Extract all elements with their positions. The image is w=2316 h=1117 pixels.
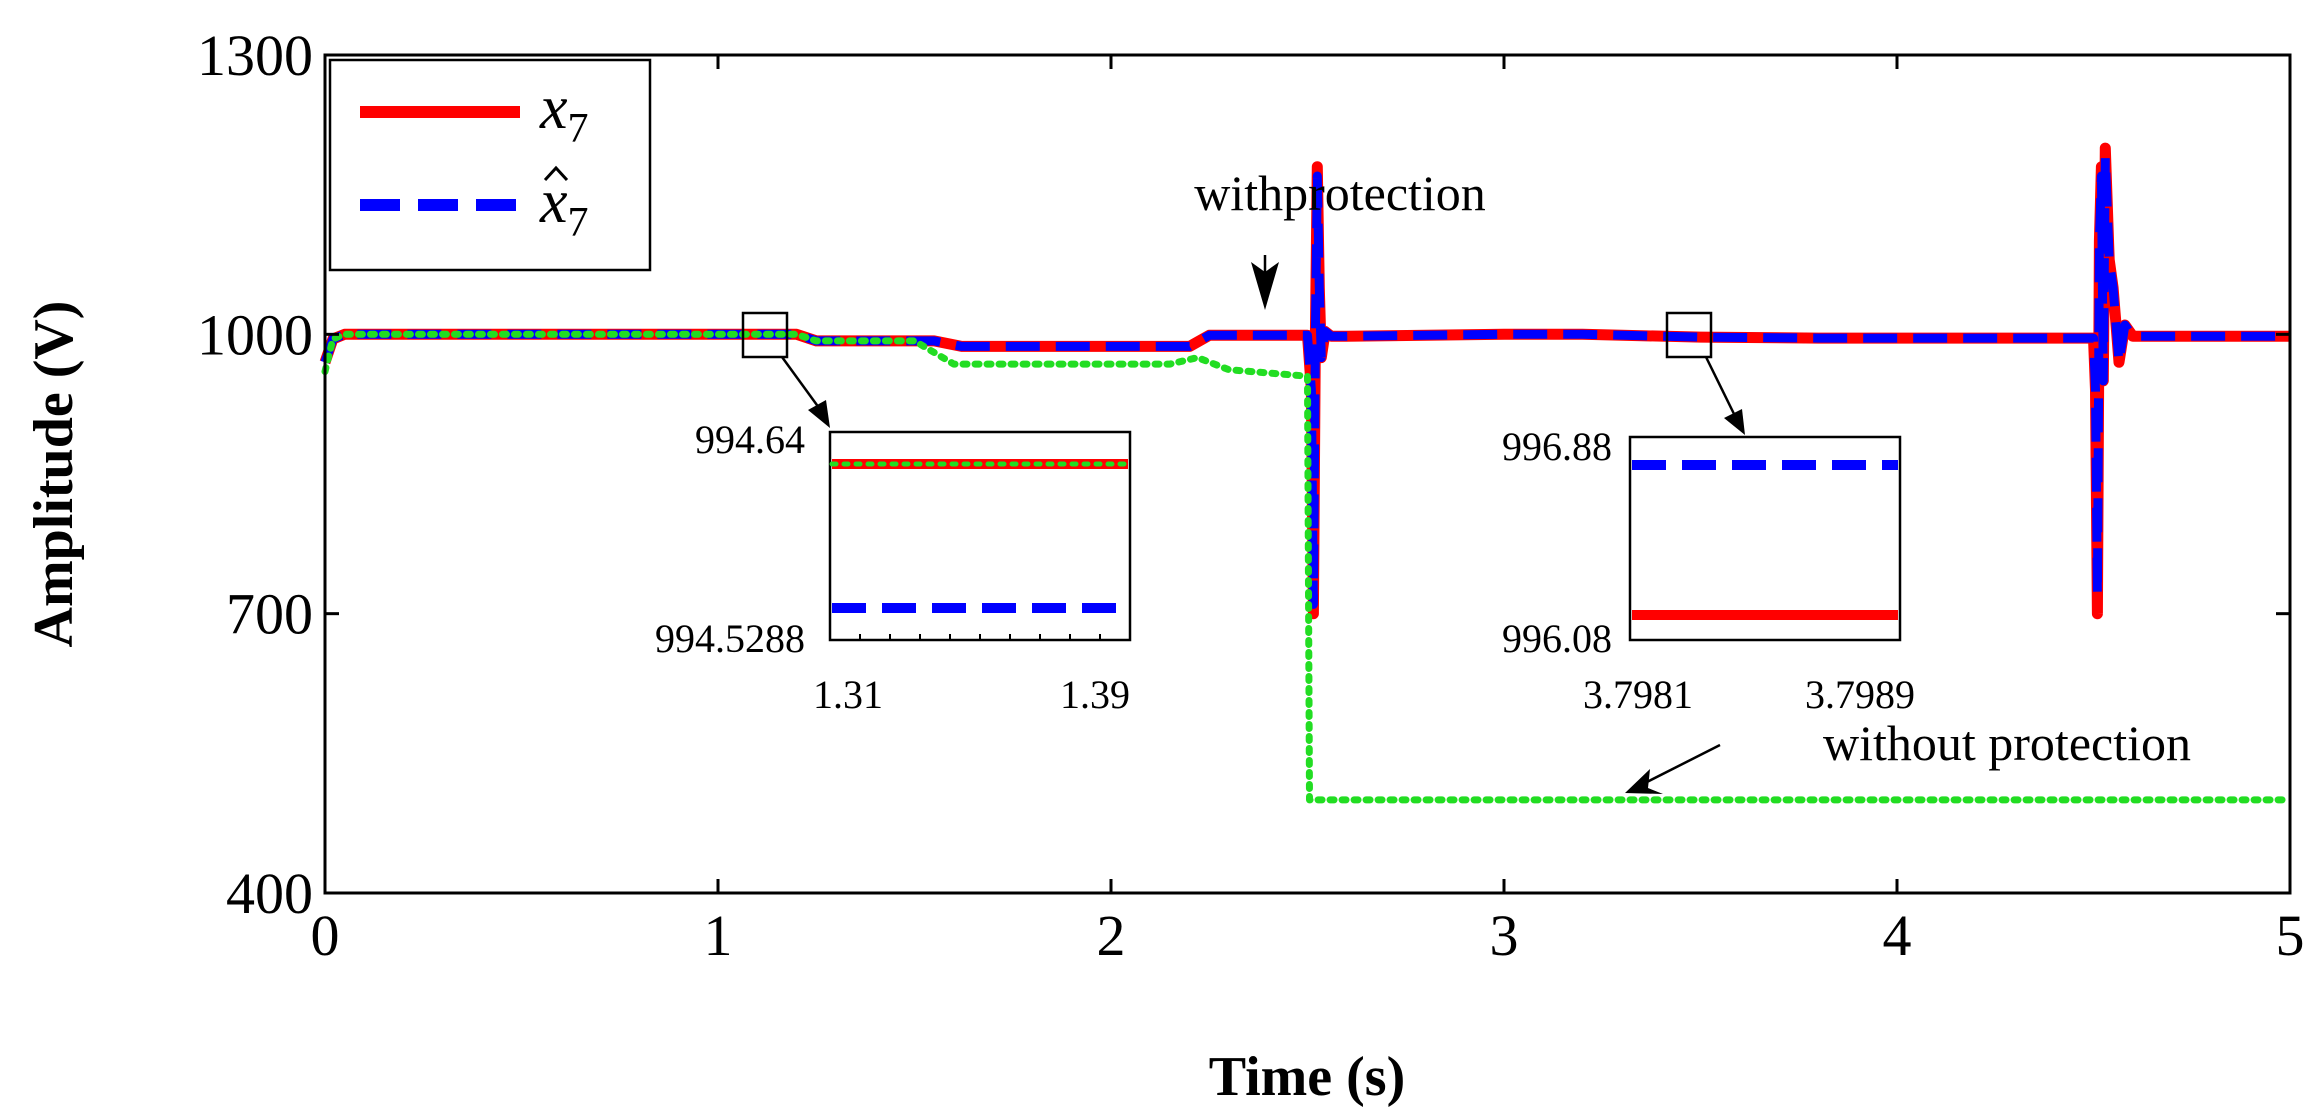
- zoom-arrowhead-1: [808, 400, 830, 428]
- annotation-arrow-without-protection: [1644, 743, 1721, 785]
- inset-2-ytick-bottom: 996.08: [1502, 616, 1612, 661]
- x-tick-label: 5: [2276, 903, 2305, 968]
- inset-2-lines: [1632, 460, 1898, 620]
- inset-zoom-1: 994.64 994.5288 1.31 1.39: [655, 417, 1132, 717]
- inset-2-xtick-right: 3.7989: [1805, 672, 1915, 717]
- inset-zoom-2: 996.88 996.08 3.7981 3.7989: [1502, 424, 1915, 717]
- legend-label-x7-hat: x7: [539, 168, 589, 246]
- legend-box: [328, 58, 652, 272]
- inset-2-frame: [1628, 435, 1902, 642]
- x-axis-title: Time (s): [1209, 1046, 1406, 1108]
- inset-1-xtick-left: 1.31: [813, 672, 883, 717]
- annotation-arrowhead-with-protection: [1251, 262, 1279, 310]
- legend-hat-mark: [543, 165, 569, 182]
- legend: x7 x7: [328, 58, 652, 272]
- inset-1-ticks: [829, 632, 1131, 640]
- series-layer: [319, 142, 2294, 804]
- x-tick-label: 4: [1883, 903, 1912, 968]
- inset-1-ytick-top: 994.64: [695, 417, 805, 462]
- series-line-3: [321, 330, 2294, 804]
- y-tick-label: 700: [226, 582, 313, 647]
- inset-2-ytick-top: 996.88: [1502, 424, 1612, 469]
- plot-area-frame: [323, 53, 2292, 895]
- x-tick-label: 1: [704, 903, 733, 968]
- series-line-2: [320, 152, 2290, 609]
- x-tick-label: 3: [1490, 903, 1519, 968]
- inset-1-xtick-right: 1.39: [1060, 672, 1130, 717]
- ticks-layer: 0 1 2 3 4 5 400 700 1000 1300: [197, 23, 2305, 968]
- legend-label-x7: x7: [539, 74, 589, 152]
- zoom-source-box-1: [741, 311, 789, 359]
- x-tick-label: 2: [1097, 903, 1126, 968]
- x-tick-label: 0: [311, 903, 340, 968]
- inset-2-xtick-left: 3.7981: [1583, 672, 1693, 717]
- zoom-connector-2: [1704, 356, 1738, 419]
- zoom-connector-1: [780, 356, 824, 413]
- annotation-without-protection: without protection: [1823, 715, 2191, 771]
- annotation-with-protection: withprotection: [1194, 165, 1486, 221]
- annotation-arrowhead-without-protection: [1625, 769, 1663, 794]
- y-tick-label: 1300: [197, 23, 313, 88]
- inset-2-ticks: [1629, 632, 1901, 640]
- inset-1-ytick-bottom: 994.5288: [655, 616, 805, 661]
- zoom-arrowhead-2: [1724, 409, 1745, 435]
- inset-1-lines: [829, 459, 1131, 613]
- y-axis-title: Amplitude (V): [23, 301, 85, 648]
- zoom-source-box-2: [1665, 311, 1713, 359]
- y-tick-label: 1000: [197, 302, 313, 367]
- y-tick-label: 400: [226, 861, 313, 926]
